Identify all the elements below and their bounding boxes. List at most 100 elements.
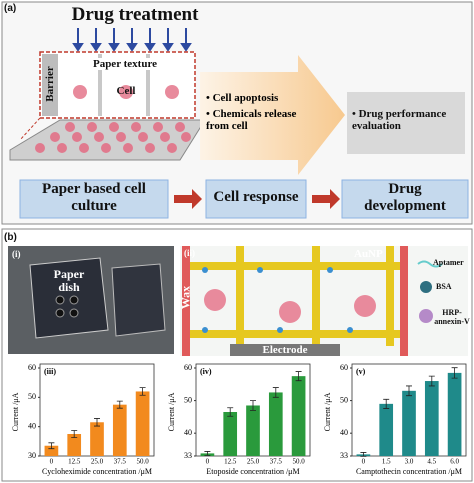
y-tick-label: 40 [28,421,36,430]
panel-label: (b) [4,232,17,243]
photo-label: (i) [12,249,21,259]
drug-treatment: Drug treatment [71,4,199,25]
y-tick-label: 60 [28,363,36,372]
step: Cell response [213,189,299,205]
bar [223,412,238,456]
x-tick-label: 3.0 [405,458,414,466]
x-tick-label: 0 [362,458,366,466]
legend-text: Aptamer [433,258,464,267]
step: Paper based cell culture [42,181,146,214]
y-tick-label: 50 [184,395,192,404]
y-axis-label: Current /μA [323,392,332,431]
bullet-text: Chemicals release from cell [206,108,297,132]
dish-wells [55,295,79,318]
bar [268,392,283,456]
x-tick-label: 1.5 [382,458,391,466]
step-box [341,179,469,219]
error-bar [383,398,390,409]
electrode-label: Electrode [262,344,308,356]
plate-cells [35,122,191,153]
step-arrows [174,189,340,209]
step: Drug development [364,181,446,214]
gold-tracks [190,246,400,346]
y-tick-label: 50 [28,392,36,401]
evaluation-text: Drug performance evaluation [352,108,447,132]
x-tick-label: 50.0 [136,458,149,466]
error-bar [94,418,100,427]
x-axis-label: Cycloheximide concentration /μM [42,467,152,476]
paper-dish [111,263,166,337]
bullet: • Cell apoptosis [206,92,279,104]
x-tick-label: 0 [206,458,210,466]
chart-label: (iii) [44,367,56,376]
bar [379,403,394,456]
chart-label: (v) [356,367,366,376]
y-axis-label: Current /μA [167,392,176,431]
legend-icon [419,309,433,323]
x-tick-label: 0 [50,458,54,466]
error-bar [71,430,78,438]
error-bar [360,452,367,457]
error-bar [139,387,146,396]
y-tick-label: 60 [184,363,192,372]
bar [246,405,260,456]
x-axis-label: Etoposide concentration /μM [206,467,299,476]
cell: Cell [116,85,136,97]
bullet-list: • Cell apoptosis • Chemicals release fro… [206,92,302,132]
error-bar [406,385,412,397]
paper-dish [29,257,109,339]
legend-icon [417,260,443,268]
step-box [205,179,307,219]
diagram-label: (ii) [184,248,195,258]
zoom-cells [73,85,179,99]
error-bar [272,387,279,398]
legend-text: HRP-annexin-V [434,308,470,326]
error-bar [227,407,234,417]
barrier-bar [42,54,58,116]
x-tick-label: 25.0 [91,458,104,466]
bar [112,404,127,456]
legend-icon [420,281,432,293]
wax-bar [182,246,190,356]
drug-arrows [72,28,192,52]
bullet-text: Cell apoptosis [212,92,279,104]
x-tick-label: 12.5 [224,458,237,466]
bar [67,434,82,456]
y-tick-label: 40 [184,428,192,437]
bar [44,445,59,456]
x-tick-label: 37.5 [270,458,283,466]
evaluation: • Drug performance evaluation [352,108,447,132]
aptamers [202,267,353,333]
error-bar [250,400,256,411]
bullet: • Chemicals release from cell [206,108,297,132]
x-tick-label: 6.0 [450,458,459,466]
x-tick-label: 37.5 [114,458,127,466]
electrode [230,344,340,356]
bar [424,381,439,456]
paper-texture: Paper texture [80,58,170,70]
panel-label: (a) [4,3,17,14]
y-axis-label: Current /μA [11,392,20,431]
bar [135,391,150,456]
y-tick-label: 33 [184,451,192,460]
error-bar [295,371,302,382]
photo-text: Paper dish [53,267,85,294]
x-tick-label: 25.0 [247,458,260,466]
evaluation-box [347,92,465,154]
y-tick-label: 40 [340,428,348,437]
x-tick-label: 12.5 [68,458,81,466]
step-box [19,179,169,219]
y-tick-label: 50 [340,395,348,404]
error-bar [116,400,123,409]
process-arrow [200,55,345,175]
bar [90,422,104,456]
y-tick-label: 33 [340,451,348,460]
x-tick-label: 50.0 [292,458,305,466]
x-axis-label: Camptothecin concentration /μM [356,467,462,476]
error-bar [48,442,55,450]
bar [447,372,462,456]
bar [402,390,416,456]
legend-text: BSA [436,282,452,291]
